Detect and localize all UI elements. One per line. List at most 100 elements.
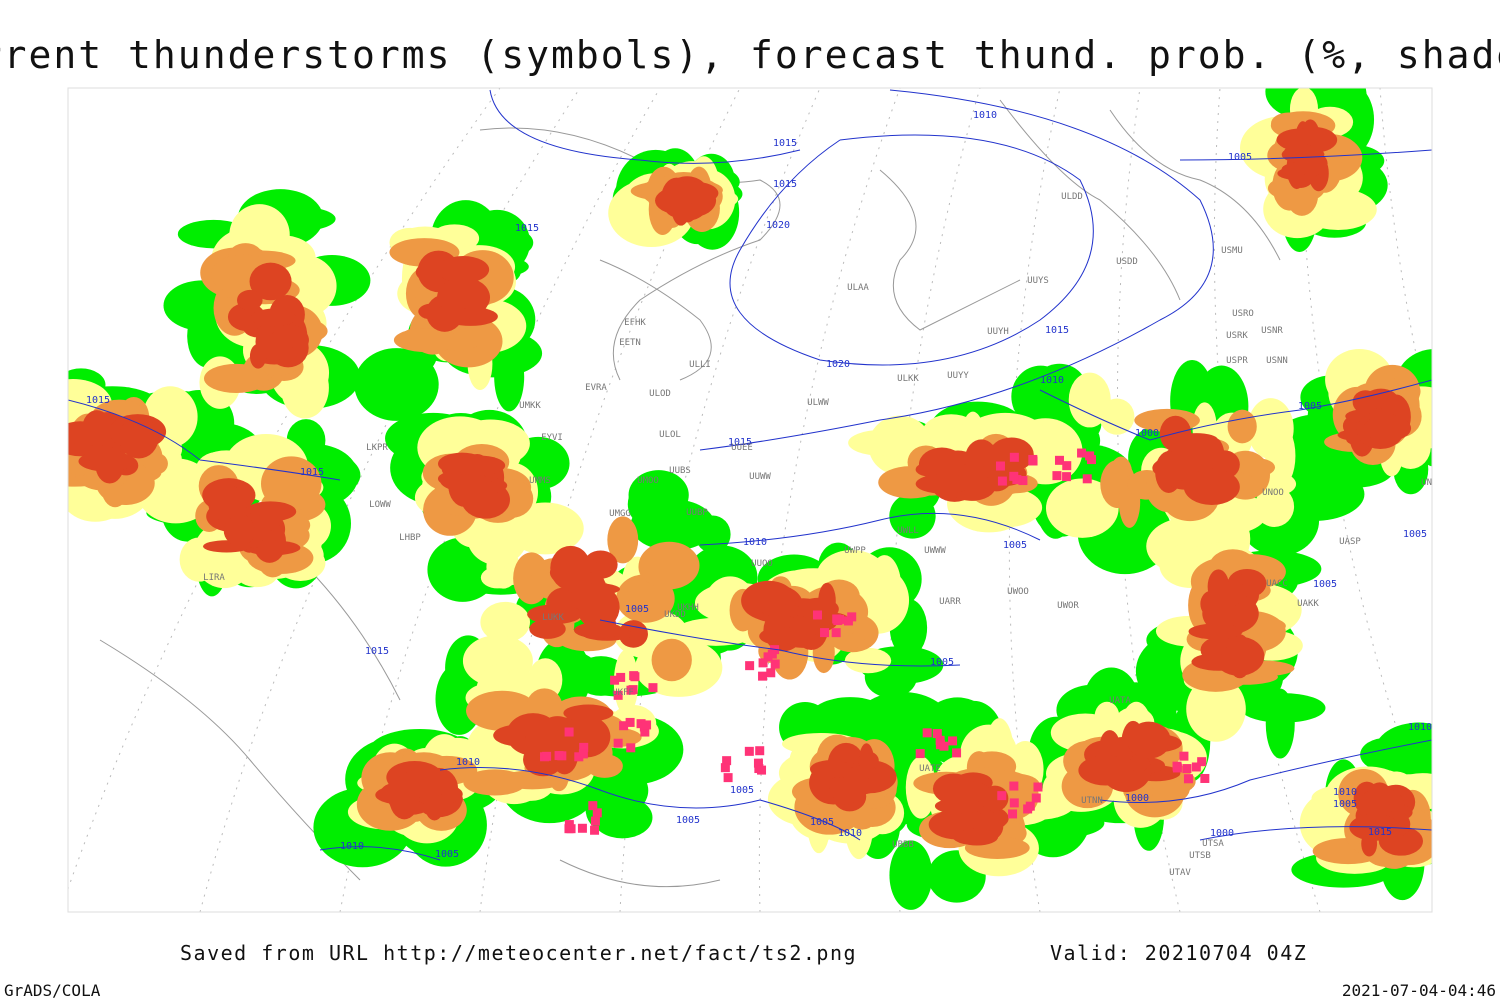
probability-shade <box>915 474 973 494</box>
thunderstorm-symbol <box>744 746 754 756</box>
probability-shade <box>1078 755 1134 786</box>
isobar-label: 1020 <box>826 359 850 370</box>
thunderstorm-symbol <box>613 690 623 700</box>
isobar-label: 1010 <box>340 841 364 852</box>
isobar-label: 1015 <box>773 179 797 190</box>
thunderstorm-symbol <box>590 816 600 826</box>
station-label: ULOD <box>649 389 671 399</box>
probability-shade <box>95 447 124 484</box>
isobar <box>1099 739 1432 803</box>
probability-shade <box>251 308 296 327</box>
probability-shade <box>1363 415 1412 442</box>
station-label: UMKK <box>519 401 541 411</box>
probability-shade <box>1127 721 1171 759</box>
probability-shade <box>1365 782 1394 821</box>
thunderstorm-symbol <box>753 758 763 768</box>
isobar-label: 1015 <box>515 223 539 234</box>
isobar-label: 1005 <box>1298 401 1322 412</box>
isobar <box>599 619 961 667</box>
probability-shade <box>638 541 700 590</box>
thunderstorm-symbol <box>564 727 574 737</box>
probability-shade <box>1374 722 1432 781</box>
station-label: UUOO <box>751 559 773 569</box>
probability-shade <box>628 470 689 520</box>
probability-shade <box>1276 128 1324 152</box>
isobar-label: 1005 <box>1003 540 1027 551</box>
thunderstorm-symbol <box>564 820 574 830</box>
thunderstorm-symbol <box>1062 472 1072 482</box>
thunderstorm-symbol <box>758 671 768 681</box>
probability-shade <box>858 751 879 770</box>
station-label: UAKK <box>1297 599 1319 609</box>
isobar-label: 1010 <box>838 828 862 839</box>
station-label: UTAV <box>1169 868 1191 878</box>
coastline <box>559 859 721 888</box>
probability-shade <box>607 516 639 564</box>
probability-shade <box>431 305 471 327</box>
thunderstorm-symbol <box>574 752 584 762</box>
station-label: ULOL <box>659 430 681 440</box>
probability-shade <box>1188 623 1243 640</box>
probability-shade <box>586 754 623 778</box>
thunderstorm-symbol <box>1009 798 1019 808</box>
station-label: UATA <box>1109 696 1131 706</box>
probability-shade <box>1129 754 1149 773</box>
station-label: UMOO <box>637 476 659 486</box>
thunderstorm-symbol <box>626 743 636 753</box>
map-border <box>67 87 1433 913</box>
probability-shade <box>651 638 692 682</box>
probability-shade <box>1240 693 1326 723</box>
thunderstorm-symbol <box>757 765 767 775</box>
thunderstorm-symbol <box>648 683 658 693</box>
probability-shade <box>889 840 933 910</box>
thunderstorm-symbol <box>1054 455 1064 465</box>
station-label: ULDD <box>1061 192 1083 202</box>
probability-shade <box>1207 569 1230 604</box>
thunderstorm-symbol <box>1183 774 1193 784</box>
isobar-label: 1010 <box>743 537 767 548</box>
thunderstorm-symbol <box>767 649 777 659</box>
thunderstorm-symbol <box>590 825 600 835</box>
isobar-label: 1005 <box>435 849 459 860</box>
thunderstorm-symbol <box>592 808 602 818</box>
probability-shade <box>550 545 592 591</box>
probability-shade <box>208 485 248 522</box>
thunderstorm-symbol <box>1172 763 1182 773</box>
isobar <box>1199 826 1432 841</box>
isobar-label: 1015 <box>728 437 752 448</box>
station-label: UTSA <box>1202 839 1224 849</box>
thunderstorm-symbol <box>1009 452 1019 462</box>
isobar <box>489 89 801 164</box>
thunderstorm-symbol <box>832 614 842 624</box>
thunderstorm-symbol <box>1200 773 1210 783</box>
probability-shade <box>618 620 648 648</box>
thunderstorm-symbol <box>831 628 841 638</box>
probability-shade <box>932 773 974 804</box>
thunderstorm-symbol <box>1018 476 1028 486</box>
isobar-label: 1010 <box>456 757 480 768</box>
probability-shade <box>574 622 624 639</box>
isobar-label: 1015 <box>365 646 389 657</box>
station-label: UMMS <box>529 476 551 486</box>
probability-shade <box>223 515 256 546</box>
coastline <box>599 259 712 381</box>
station-label: UWOO <box>1007 587 1029 597</box>
station-label: UUBS <box>669 466 691 476</box>
map-field: 1010101510151020101510051015102010101005… <box>68 88 1432 912</box>
thunderstorm-symbol <box>843 616 853 626</box>
probability-shade <box>844 647 892 674</box>
thunderstorm-symbol <box>1009 471 1019 481</box>
thunderstorm-symbol <box>997 791 1007 801</box>
isobar <box>699 512 1041 546</box>
isobar-label: 1000 <box>1210 828 1234 839</box>
station-label: UUYH <box>987 327 1009 337</box>
thunderstorm-symbol <box>812 610 822 620</box>
thunderstorm-symbol <box>1191 762 1201 772</box>
isobar-label: 1010 <box>1040 375 1064 386</box>
thunderstorm-symbol <box>616 672 626 682</box>
station-label: ULLI <box>689 360 711 370</box>
probability-shade <box>842 768 867 803</box>
thunderstorm-symbol <box>932 729 942 739</box>
probability-shade <box>1238 458 1276 477</box>
station-label: USNN <box>1266 356 1288 366</box>
